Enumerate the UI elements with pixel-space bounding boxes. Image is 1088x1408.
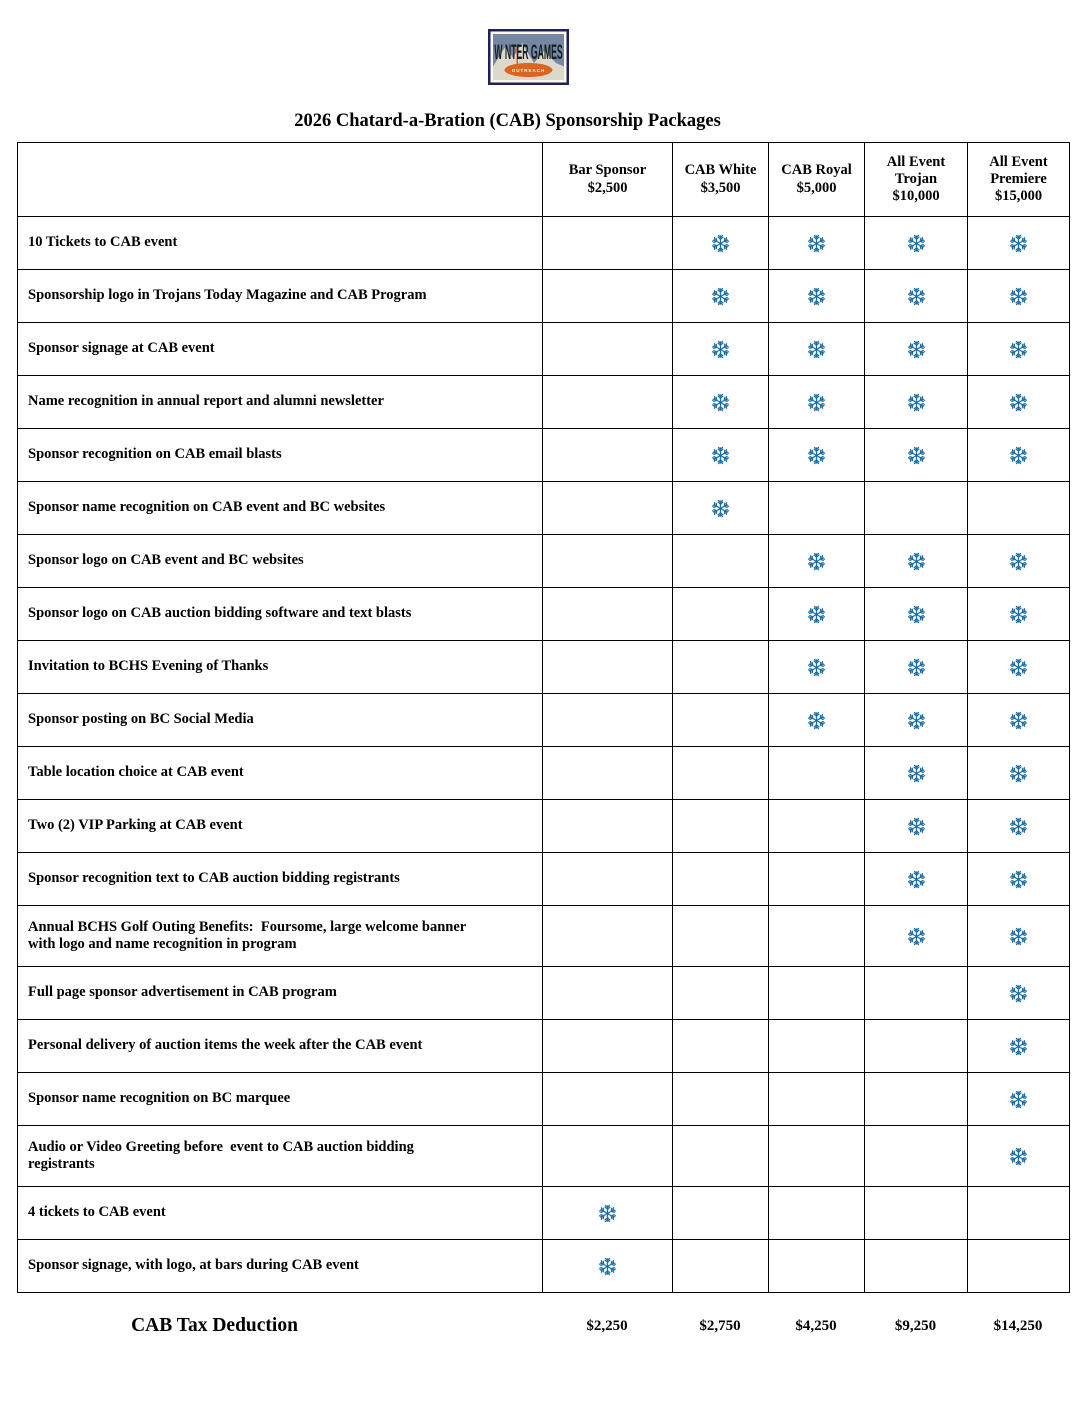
svg-text:OUTREACH: OUTREACH xyxy=(512,68,546,73)
svg-text:W NTER GAMES: W NTER GAMES xyxy=(494,39,562,64)
